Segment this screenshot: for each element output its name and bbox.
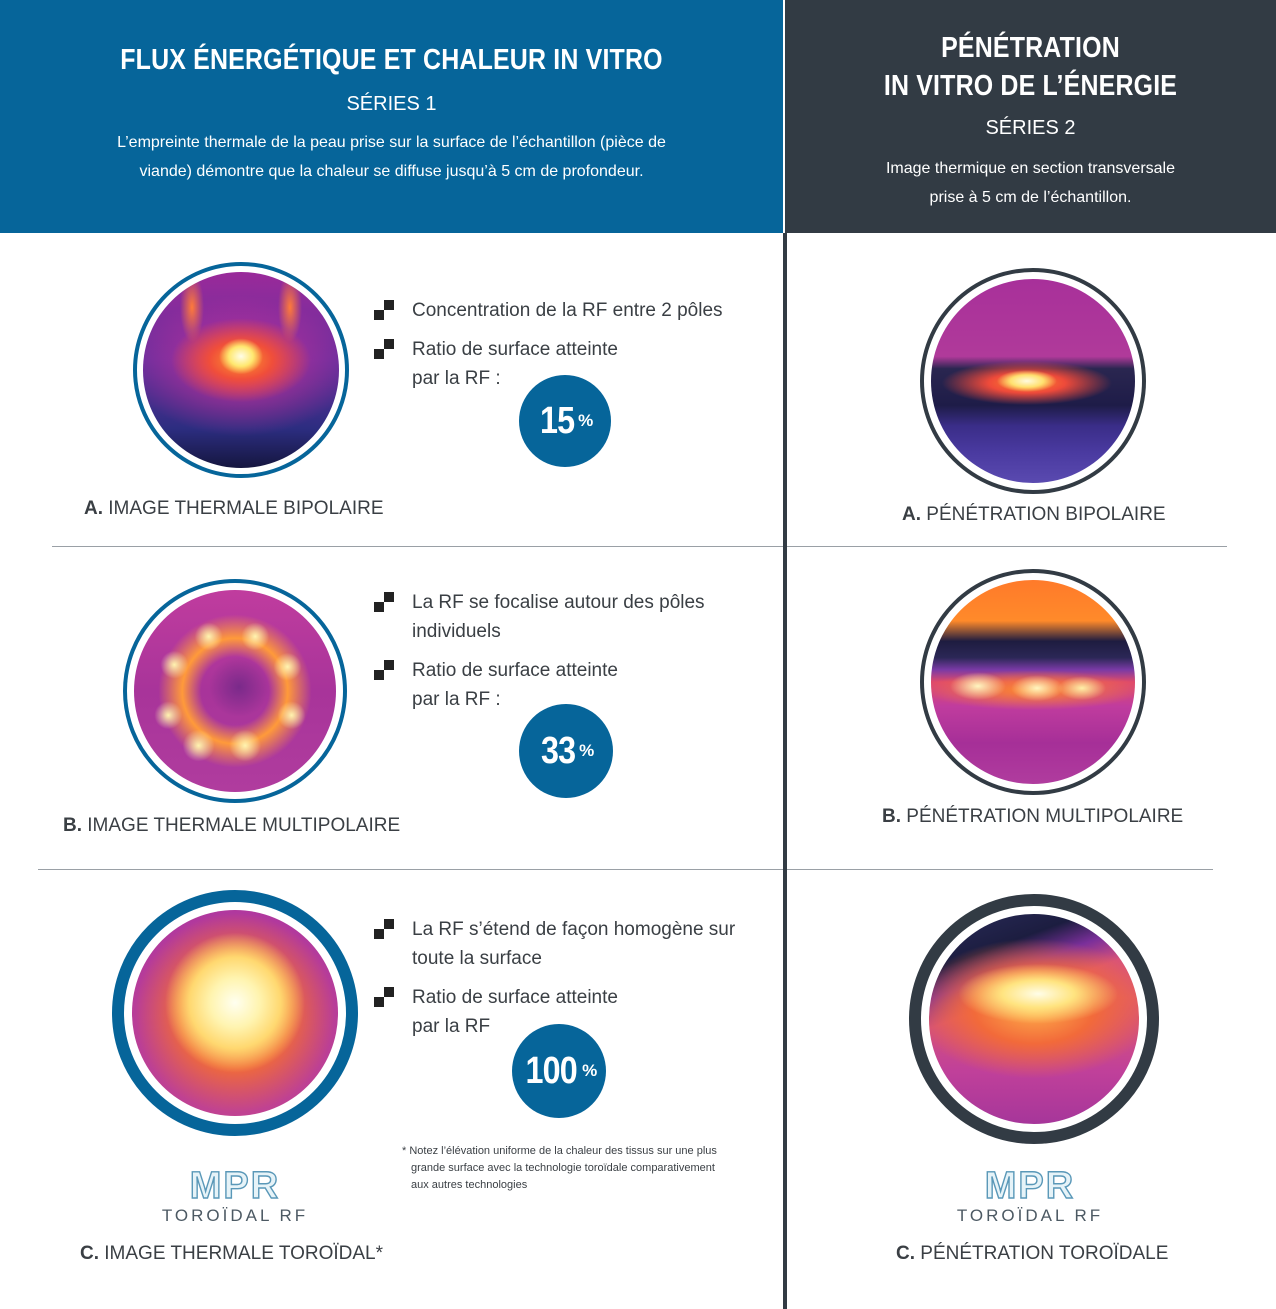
bullet-text-line: par la RF : (412, 689, 501, 710)
thermal-image-toroidal (132, 910, 338, 1116)
caption-penetration-bipolar: A. PÉNÉTRATION BIPOLAIRE (902, 504, 1166, 526)
penetration-image-multipolar (931, 580, 1135, 784)
series2-label: SÉRIES 2 (985, 117, 1076, 139)
penetration-image-bipolar (931, 279, 1135, 483)
caption-text: PÉNÉTRATION MULTIPOLAIRE (906, 806, 1184, 827)
bullet-focalise: La RF se focalise autour des pôles indiv… (374, 588, 705, 646)
checker-bullet-icon (374, 919, 394, 939)
caption-thermal-toroidal: C. IMAGE THERMALE TOROÏDAL* (80, 1243, 383, 1265)
series1-desc-line1: L’empreinte thermale de la peau prise su… (117, 134, 666, 151)
bullet-ratio-a: Ratio de surface atteinte par la RF : (374, 335, 618, 393)
caption-text: PÉNÉTRATION BIPOLAIRE (926, 504, 1166, 525)
percent-value: 100 (525, 1049, 577, 1092)
percent-badge-100: 100% (512, 1024, 606, 1118)
caption-letter: A. (84, 498, 103, 519)
caption-letter: B. (882, 806, 901, 827)
bullet-ratio-c: Ratio de surface atteinte par la RF (374, 983, 618, 1041)
checker-bullet-icon (374, 339, 394, 359)
percent-sign: % (579, 741, 595, 760)
caption-thermal-multipolar: B. IMAGE THERMALE MULTIPOLAIRE (63, 815, 400, 837)
logo-subtitle: TOROÏDAL RF (956, 1206, 1104, 1225)
caption-thermal-bipolar: A. IMAGE THERMALE BIPOLAIRE (84, 498, 384, 520)
mpr-toroidal-logo-left: MPR TOROÏDAL RF (135, 1165, 335, 1227)
checker-bullet-icon (374, 300, 394, 320)
caption-penetration-toroidal: C. PÉNÉTRATION TOROÏDALE (896, 1243, 1168, 1265)
series1-title: FLUX ÉNERGÉTIQUE ET CHALEUR IN VITRO (120, 44, 663, 76)
column-divider (783, 233, 787, 1309)
checker-bullet-icon (374, 592, 394, 612)
checker-bullet-icon (374, 987, 394, 1007)
series2-header: PÉNÉTRATION IN VITRO DE L’ÉNERGIE SÉRIES… (785, 0, 1276, 233)
logo-mark: MPR (189, 1165, 281, 1207)
logo-mark: MPR (984, 1165, 1076, 1207)
row-divider-left-1 (52, 546, 783, 547)
percent-badge-15: 15% (519, 375, 611, 467)
caption-letter: C. (896, 1243, 915, 1264)
percent-badge-33: 33% (519, 704, 613, 798)
bullet-text-line: par la RF (412, 1016, 491, 1037)
caption-letter: C. (80, 1243, 99, 1264)
bullet-text-line: individuels (412, 621, 501, 642)
footnote-line: aux autres technologies (411, 1179, 528, 1191)
series2-desc-line1: Image thermique en section transversale (885, 160, 1176, 177)
bullet-text-line: La RF s’étend de façon homogène sur (412, 919, 736, 940)
row-divider-right-1 (787, 546, 1227, 547)
caption-text: PÉNÉTRATION TOROÏDALE (920, 1243, 1169, 1264)
caption-text: IMAGE THERMALE MULTIPOLAIRE (87, 815, 401, 836)
percent-value: 15 (539, 399, 575, 442)
thermal-image-multipolar (134, 590, 336, 792)
checker-bullet-icon (374, 660, 394, 680)
percent-sign: % (578, 411, 594, 430)
footnote-line: grande surface avec la technologie toroï… (411, 1162, 715, 1174)
footnote-line: * Notez l’élévation uniforme de la chale… (402, 1145, 717, 1157)
thermal-image-bipolar (143, 272, 339, 468)
logo-subtitle: TOROÏDAL RF (161, 1206, 309, 1225)
row-divider-left-2 (38, 869, 783, 870)
bullet-text-line: La RF se focalise autour des pôles (412, 592, 705, 613)
bullet-concentration: Concentration de la RF entre 2 pôles (374, 296, 723, 325)
bullet-text-line: Ratio de surface atteinte (412, 660, 618, 681)
series1-label: SÉRIES 1 (346, 93, 437, 115)
caption-text: IMAGE THERMALE BIPOLAIRE (108, 498, 384, 519)
bullet-text-line: Ratio de surface atteinte (412, 987, 618, 1008)
caption-letter: A. (902, 504, 921, 525)
thermal-image-multipolar-ring (123, 579, 347, 803)
penetration-multipolar-ring (920, 569, 1146, 795)
caption-text: IMAGE THERMALE TOROÏDAL* (104, 1243, 384, 1264)
penetration-bipolar-ring (920, 268, 1146, 494)
percent-value: 33 (540, 729, 576, 772)
bullet-text-line: par la RF : (412, 368, 501, 389)
bullet-text-line: toute la surface (412, 948, 542, 969)
bullet-text-line: Ratio de surface atteinte (412, 339, 618, 360)
penetration-image-toroidal (929, 914, 1139, 1124)
caption-penetration-multipolar: B. PÉNÉTRATION MULTIPOLAIRE (882, 806, 1183, 828)
mpr-toroidal-logo-right: MPR TOROÏDAL RF (930, 1165, 1130, 1227)
bullet-ratio-b: Ratio de surface atteinte par la RF : (374, 656, 618, 714)
bullet-homogene: La RF s’étend de façon homogène sur tout… (374, 915, 735, 973)
series2-desc-line2: prise à 5 cm de l’échantillon. (929, 189, 1132, 206)
bullet-text-line: Concentration de la RF entre 2 pôles (412, 300, 723, 321)
footnote: * Notez l’élévation uniforme de la chale… (402, 1143, 717, 1194)
series1-desc-line2: viande) démontre que la chaleur se diffu… (139, 163, 644, 180)
row-divider-right-2 (787, 869, 1213, 870)
caption-letter: B. (63, 815, 82, 836)
percent-sign: % (582, 1061, 598, 1080)
series1-header: FLUX ÉNERGÉTIQUE ET CHALEUR IN VITRO SÉR… (0, 0, 783, 233)
series2-title-line1: PÉNÉTRATION (941, 32, 1120, 64)
series2-title-line2: IN VITRO DE L’ÉNERGIE (883, 70, 1178, 102)
thermal-image-bipolar-ring (133, 262, 349, 478)
